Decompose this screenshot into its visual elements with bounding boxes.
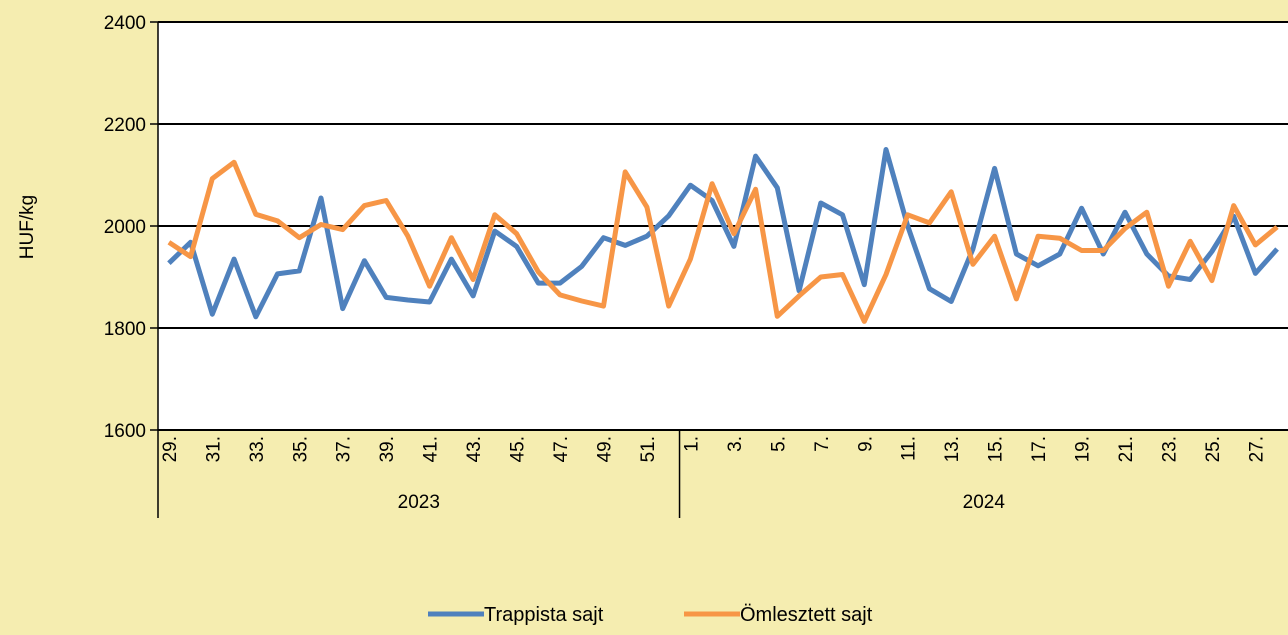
x-tick-label: 23. [1159,436,1180,462]
x-tick-label: 43. [464,436,485,462]
x-tick-label: 11. [899,436,920,461]
year-group-label: 2024 [963,492,1006,513]
y-tick-label: 1800 [104,319,146,340]
x-tick-label: 21. [1116,436,1137,462]
x-tick-label: 13. [942,436,963,462]
x-tick-label: 5. [768,436,789,452]
x-tick-label: 39. [377,436,398,462]
x-tick-label: 1. [681,436,702,452]
x-tick-label: 45. [508,436,529,462]
x-tick-label: 51. [638,436,659,462]
x-tick-label: 49. [594,436,615,462]
x-tick-label: 19. [1073,436,1094,462]
x-tick-label: 9. [855,436,876,452]
x-tick-label: 37. [334,436,355,462]
x-tick-label: 33. [247,436,268,462]
y-tick-label: 1600 [104,421,146,442]
year-group-label: 2023 [398,492,440,513]
x-tick-label: 25. [1203,436,1224,462]
legend-label-1: Trappista sajt [484,604,604,626]
y-tick-label: 2000 [104,217,146,238]
x-tick-label: 3. [725,436,746,452]
y-tick-label: 2400 [104,13,146,34]
legend-label-2: Ömlesztett sajt [740,604,873,626]
x-tick-label: 29. [160,436,181,462]
y-axis-title: HUF/kg [17,195,38,259]
x-tick-label: 7. [812,436,833,452]
x-tick-label: 47. [551,436,572,462]
x-tick-label: 41. [421,436,442,462]
x-tick-label: 17. [1029,436,1050,462]
x-tick-label: 31. [203,436,224,462]
x-tick-label: 15. [986,436,1007,462]
series-line-2 [167,159,1279,324]
x-tick-label: 35. [290,436,311,462]
y-tick-label: 2200 [104,115,146,136]
series-line-1 [167,147,1279,320]
x-tick-label: 27. [1246,436,1267,462]
